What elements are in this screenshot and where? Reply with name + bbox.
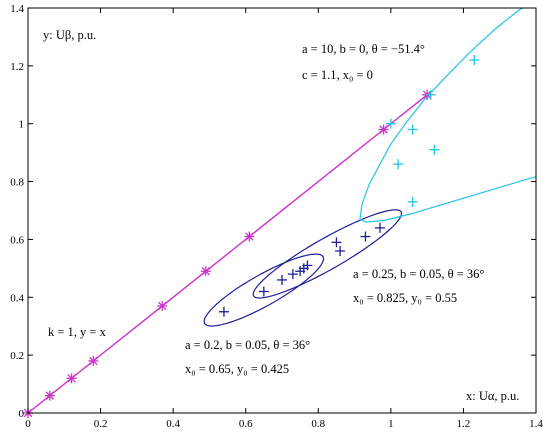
plus-marker-s1-9 <box>360 231 371 242</box>
plus-marker-s2-3 <box>407 124 418 135</box>
axes-frame <box>27 7 537 414</box>
ellipse1-annotation-center: x₀ = 0.65, y₀ = 0.425 <box>185 362 289 376</box>
star-marker-s0-2 <box>66 373 77 384</box>
x-tick-label: 0.4 <box>166 418 180 430</box>
plus-marker-s2-2 <box>407 196 418 207</box>
y-tick-label: 0.8 <box>10 177 24 189</box>
plus-marker-s2-0 <box>385 118 396 129</box>
plus-marker-s1-0 <box>218 306 229 317</box>
plus-marker-s2-4 <box>425 89 436 100</box>
hyperbola-annotation-const: c = 1.1, x₀ = 0 <box>302 68 373 82</box>
star-marker-s0-6 <box>244 231 255 242</box>
x-tick-label: 0.8 <box>311 418 325 430</box>
x-tick-label: 1 <box>388 418 394 430</box>
ellipse2-annotation-center: x₀ = 0.825, y₀ = 0.55 <box>353 291 457 305</box>
plus-marker-s2-6 <box>469 55 480 66</box>
y-tick-label: 1 <box>19 119 25 131</box>
x-tick-label: 0.2 <box>94 418 108 430</box>
y-tick-label: 1.2 <box>10 61 24 73</box>
plus-marker-s2-1 <box>393 159 404 170</box>
y-tick-label: 1.4 <box>10 3 24 15</box>
x-tick-label: 0.6 <box>239 418 253 430</box>
line-annotation: k = 1, y = x <box>48 325 107 339</box>
star-marker-s0-3 <box>88 355 99 366</box>
ellipse2-annotation-params: a = 0.25, b = 0.05, θ = 36° <box>353 267 484 281</box>
x-tick-label: 1.4 <box>529 418 543 430</box>
plus-marker-s1-8 <box>335 246 346 256</box>
hyperbola-annotation-params: a = 10, b = 0, θ = −51.4° <box>302 42 425 56</box>
hyperbola <box>359 8 536 223</box>
plus-marker-s1-1 <box>258 286 269 297</box>
ellipse1-annotation-params: a = 0.2, b = 0.05, θ = 36° <box>185 338 310 352</box>
y-tick-label: 0 <box>19 408 25 420</box>
star-marker-s0-1 <box>44 390 55 401</box>
star-marker-s0-4 <box>157 300 168 311</box>
ylabel: y: Uβ, p.u. <box>43 28 96 42</box>
plus-marker-s1-2 <box>277 274 287 285</box>
plus-marker-s2-5 <box>429 144 440 155</box>
y-tick-label: 0.2 <box>10 350 24 362</box>
xlabel: x: Uα, p.u. <box>466 389 519 403</box>
x-tick-label: 0 <box>25 418 31 430</box>
plus-marker-s1-7 <box>331 237 342 248</box>
star-marker-s0-7 <box>378 124 389 135</box>
plus-marker-s1-10 <box>374 222 385 233</box>
x-tick-label: 1.2 <box>457 418 471 430</box>
plus-marker-s1-6 <box>302 260 313 271</box>
plus-marker-s1-3 <box>287 269 298 280</box>
star-marker-s0-5 <box>200 266 211 277</box>
y-tick-label: 0.4 <box>10 292 24 304</box>
ellipse-2 <box>252 209 403 299</box>
y-tick-label: 0.6 <box>10 234 24 246</box>
